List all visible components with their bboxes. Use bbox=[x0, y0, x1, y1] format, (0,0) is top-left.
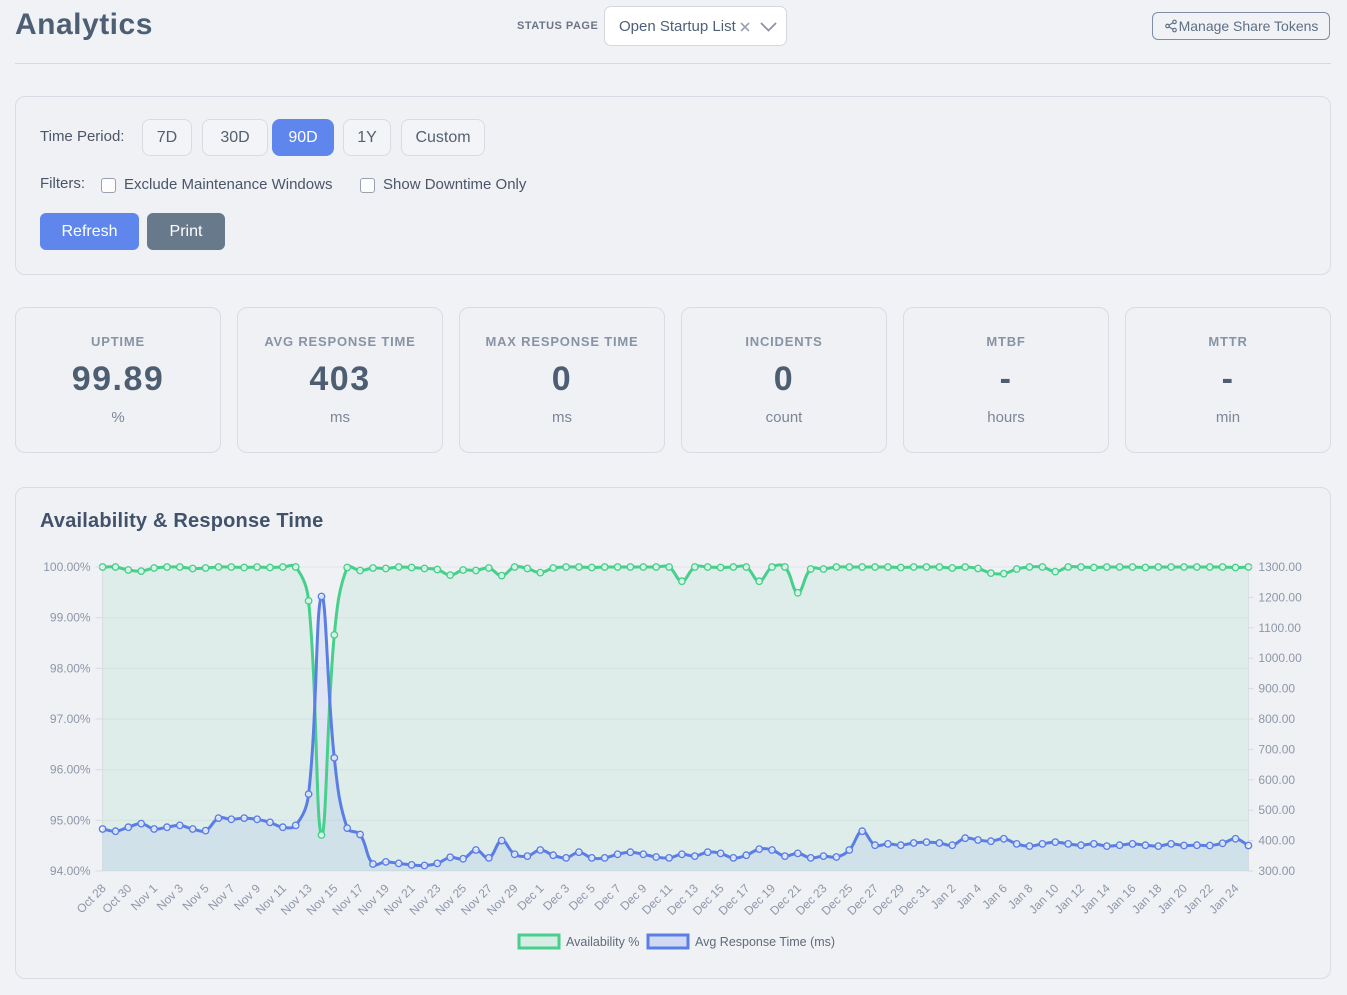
svg-text:98.00%: 98.00% bbox=[50, 661, 91, 675]
svg-text:600.00: 600.00 bbox=[1258, 773, 1295, 787]
svg-text:Nov 3: Nov 3 bbox=[154, 881, 186, 913]
svg-text:400.00: 400.00 bbox=[1258, 834, 1295, 848]
svg-text:97.00%: 97.00% bbox=[50, 712, 91, 726]
svg-text:Nov 7: Nov 7 bbox=[205, 881, 237, 913]
svg-text:Dec 5: Dec 5 bbox=[566, 881, 598, 913]
svg-text:Jan 24: Jan 24 bbox=[1206, 881, 1242, 917]
svg-text:300.00: 300.00 bbox=[1258, 864, 1295, 878]
svg-text:94.00%: 94.00% bbox=[50, 864, 91, 878]
svg-text:Jan 2: Jan 2 bbox=[928, 881, 959, 912]
svg-text:99.00%: 99.00% bbox=[50, 611, 91, 625]
svg-text:Dec 1: Dec 1 bbox=[514, 881, 546, 913]
svg-text:Nov 1: Nov 1 bbox=[128, 881, 160, 913]
svg-text:Avg Response Time (ms): Avg Response Time (ms) bbox=[695, 935, 835, 949]
svg-text:1200.00: 1200.00 bbox=[1258, 590, 1302, 604]
svg-text:100.00%: 100.00% bbox=[43, 560, 91, 574]
svg-text:500.00: 500.00 bbox=[1258, 803, 1295, 817]
svg-text:800.00: 800.00 bbox=[1258, 712, 1295, 726]
svg-text:1100.00: 1100.00 bbox=[1258, 621, 1301, 635]
svg-text:Nov 5: Nov 5 bbox=[180, 881, 212, 913]
svg-text:1300.00: 1300.00 bbox=[1258, 560, 1302, 574]
svg-text:Dec 3: Dec 3 bbox=[540, 881, 572, 913]
svg-text:Availability %: Availability % bbox=[566, 935, 639, 949]
svg-text:95.00%: 95.00% bbox=[50, 813, 91, 827]
svg-text:900.00: 900.00 bbox=[1258, 682, 1295, 696]
svg-text:Oct 30: Oct 30 bbox=[100, 881, 135, 916]
svg-text:700.00: 700.00 bbox=[1258, 742, 1295, 756]
svg-text:Jan 4: Jan 4 bbox=[953, 881, 984, 912]
svg-text:96.00%: 96.00% bbox=[50, 763, 91, 777]
svg-text:Dec 7: Dec 7 bbox=[592, 881, 624, 913]
svg-text:1000.00: 1000.00 bbox=[1258, 651, 1302, 665]
svg-text:Jan 6: Jan 6 bbox=[979, 881, 1010, 912]
